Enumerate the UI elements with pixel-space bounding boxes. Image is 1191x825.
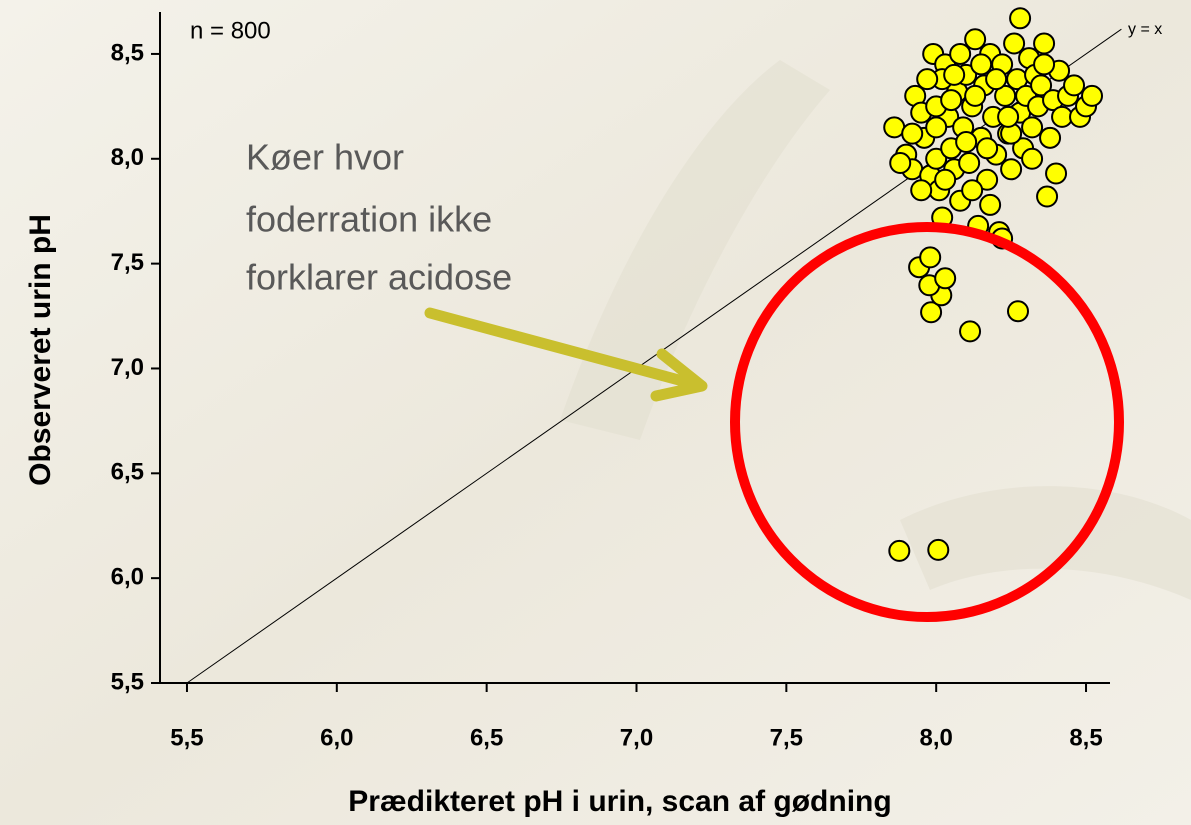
point — [883, 116, 906, 139]
sample-size: n = 800 — [190, 17, 271, 44]
point — [1003, 32, 1026, 55]
callout-line: Køer hvor — [246, 137, 404, 178]
point — [919, 246, 942, 269]
point — [925, 116, 948, 139]
x-tick-label: 7,5 — [770, 724, 803, 751]
point — [888, 539, 911, 562]
point — [889, 151, 912, 174]
point — [934, 267, 957, 290]
point — [943, 63, 966, 86]
point — [955, 131, 978, 154]
point — [949, 42, 972, 65]
point — [934, 168, 957, 191]
point — [901, 122, 924, 145]
point — [976, 168, 999, 191]
point — [1033, 53, 1056, 76]
point — [1000, 158, 1023, 181]
point — [997, 105, 1020, 128]
y-axis-title: Observeret urin pH — [24, 214, 57, 486]
point — [976, 137, 999, 160]
point — [1021, 147, 1044, 170]
point — [925, 147, 948, 170]
x-tick-label: 6,0 — [320, 724, 353, 751]
point — [1021, 116, 1044, 139]
point — [1030, 74, 1053, 97]
point — [940, 89, 963, 112]
arrow-head — [650, 348, 708, 402]
point — [1033, 32, 1056, 55]
point — [1063, 74, 1086, 97]
x-tick-label: 7,0 — [620, 724, 653, 751]
point — [958, 151, 981, 174]
x-tick-label: 5,5 — [170, 724, 203, 751]
point — [964, 84, 987, 107]
arrow-shaft — [424, 307, 696, 389]
point — [1081, 84, 1104, 107]
x-tick-label: 6,5 — [470, 724, 503, 751]
point — [970, 53, 993, 76]
x-tick-label: 8,5 — [1069, 724, 1102, 751]
point — [964, 28, 987, 51]
callout-line: forklarer acidose — [246, 257, 512, 298]
watermark — [900, 486, 1191, 600]
highlight-ellipse — [730, 222, 1124, 622]
point — [1039, 126, 1062, 149]
point — [910, 179, 933, 202]
y-tick-label: 5,5 — [111, 668, 144, 695]
x-tick-label: 8,0 — [919, 724, 952, 751]
y-tick-label: 8,0 — [111, 144, 144, 171]
y-tick-label: 8,5 — [111, 39, 144, 66]
point — [979, 193, 1002, 216]
y-tick-label: 6,0 — [111, 564, 144, 591]
point — [985, 68, 1008, 91]
point — [927, 538, 950, 561]
y-tick-label: 7,0 — [111, 354, 144, 381]
point — [1006, 300, 1029, 323]
callout-line: foderration ikke — [246, 199, 492, 240]
point — [959, 320, 982, 343]
point — [920, 301, 943, 324]
point — [916, 68, 939, 91]
point — [1009, 7, 1032, 30]
point — [1045, 162, 1068, 185]
y-tick-label: 7,5 — [111, 249, 144, 276]
watermark — [560, 60, 830, 440]
y-tick-label: 6,5 — [111, 459, 144, 486]
point — [961, 179, 984, 202]
x-axis-title: Prædikteret pH i urin, scan af gødning — [348, 785, 891, 818]
point — [1036, 185, 1059, 208]
identity-label: y = x — [1128, 21, 1162, 38]
